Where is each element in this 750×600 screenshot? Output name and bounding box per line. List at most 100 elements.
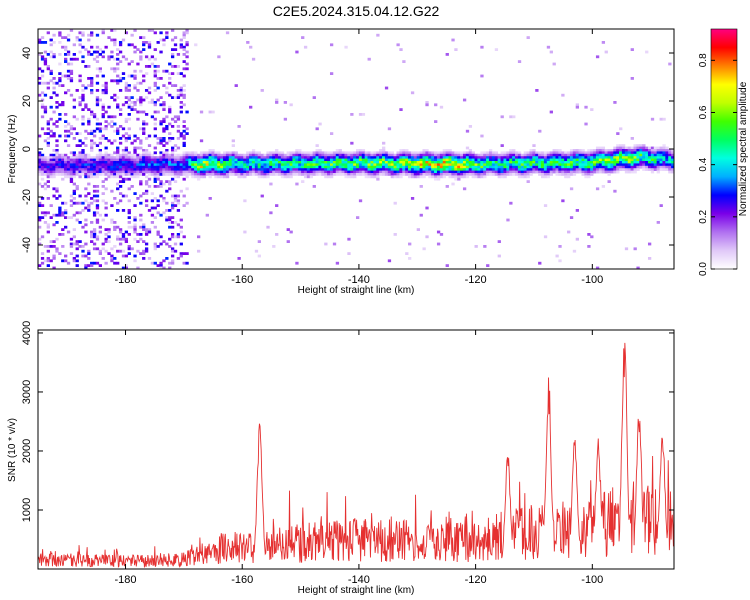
heatmap-cell xyxy=(306,151,311,155)
heatmap-cell xyxy=(75,201,79,205)
heatmap-cell xyxy=(104,86,108,90)
heatmap-cell xyxy=(211,173,215,176)
heatmap-cell xyxy=(64,36,68,39)
heatmap-cell xyxy=(87,182,91,186)
heatmap-cell xyxy=(280,165,285,169)
heatmap-cell xyxy=(182,141,186,145)
heatmap-cell xyxy=(491,165,496,169)
heatmap-cell xyxy=(422,173,426,176)
heatmap-cell xyxy=(61,153,65,157)
heatmap-cell xyxy=(182,53,186,56)
heatmap-cell xyxy=(46,31,50,35)
snr-y-tick-label: 4000 xyxy=(21,321,33,345)
heatmap-cell xyxy=(225,170,230,174)
heatmap-cell xyxy=(569,158,574,162)
heatmap-cell xyxy=(133,103,137,107)
heatmap-cell xyxy=(593,168,597,171)
heatmap-cell xyxy=(249,170,253,174)
heatmap-cell xyxy=(133,163,137,167)
heatmap-cell xyxy=(260,165,264,169)
heatmap-cell xyxy=(633,156,637,159)
heatmap-cell xyxy=(162,101,166,104)
heatmap-cell xyxy=(52,110,56,114)
heatmap-cell xyxy=(49,204,53,207)
heatmap-cell xyxy=(142,43,146,47)
heatmap-cell xyxy=(92,194,97,198)
heatmap-cell xyxy=(133,168,137,171)
heatmap-cell xyxy=(402,173,406,176)
heatmap-cell xyxy=(55,125,59,128)
heatmap-cell xyxy=(237,257,241,260)
heatmap-cell xyxy=(321,168,325,171)
heatmap-cell xyxy=(133,69,137,73)
heatmap-cell xyxy=(231,173,235,176)
heatmap-cell xyxy=(558,158,562,162)
heatmap-cell xyxy=(110,168,114,171)
heatmap-cell xyxy=(491,168,496,171)
heatmap-cell xyxy=(55,165,59,169)
heatmap-cell xyxy=(197,249,201,253)
heatmap-cell xyxy=(139,194,143,198)
heatmap-cell xyxy=(500,156,504,159)
heatmap-cell xyxy=(133,77,137,80)
heatmap-cell xyxy=(500,144,504,147)
heatmap-cell xyxy=(506,173,510,176)
heatmap-cell xyxy=(173,36,178,39)
heatmap-cell xyxy=(78,144,82,147)
heatmap-cell xyxy=(179,218,183,222)
heatmap-cell xyxy=(549,153,553,157)
heatmap-cell xyxy=(176,233,181,236)
heatmap-cell xyxy=(286,151,290,155)
heatmap-cell xyxy=(283,117,288,121)
heatmap-cell xyxy=(136,233,140,236)
heatmap-cell xyxy=(173,180,178,183)
heatmap-cell xyxy=(595,146,600,150)
heatmap-cell xyxy=(283,156,288,159)
heatmap-cell xyxy=(376,158,380,162)
heatmap-cell xyxy=(165,201,169,205)
heatmap-cell xyxy=(170,206,175,210)
colorbar-tick-label: 0.0 xyxy=(698,262,709,276)
heatmap-cell xyxy=(532,158,536,162)
heatmap-cell xyxy=(408,158,412,162)
heatmap-cell xyxy=(416,165,420,169)
heatmap-cell xyxy=(439,165,444,169)
heatmap-cell xyxy=(477,156,481,159)
heatmap-cell xyxy=(58,103,62,107)
heatmap-cell xyxy=(188,165,192,169)
heatmap-cell xyxy=(567,170,571,174)
heatmap-cell xyxy=(90,175,94,179)
heatmap-cell xyxy=(136,48,140,51)
heatmap-cell xyxy=(665,161,669,164)
heatmap-cell xyxy=(168,225,172,229)
heatmap-cell xyxy=(379,165,383,169)
heatmap-cell xyxy=(159,103,163,107)
heatmap-cell xyxy=(448,165,452,169)
heatmap-cell xyxy=(364,158,368,162)
heatmap-cell xyxy=(567,165,571,169)
heatmap-cell xyxy=(40,158,45,162)
heatmap-cell xyxy=(257,163,261,167)
heatmap-cell xyxy=(185,127,189,131)
heatmap-cell xyxy=(399,158,403,162)
heatmap-cell xyxy=(312,168,316,171)
heatmap-cell xyxy=(272,156,276,159)
heatmap-cell xyxy=(509,156,513,159)
heatmap-cell xyxy=(491,163,496,167)
heatmap-cell xyxy=(633,247,637,251)
heatmap-cell xyxy=(523,151,527,155)
heatmap-cell xyxy=(64,201,68,205)
heatmap-cell xyxy=(387,158,392,162)
heatmap-cell xyxy=(318,168,322,171)
heatmap-cell xyxy=(95,67,100,71)
heatmap-cell xyxy=(607,153,611,157)
heatmap-cell xyxy=(246,161,250,164)
heatmap-cell xyxy=(81,254,85,258)
heatmap-cell xyxy=(465,173,470,176)
heatmap-cell xyxy=(636,163,640,167)
heatmap-cell xyxy=(512,170,516,174)
heatmap-cell xyxy=(139,158,143,162)
heatmap-cell xyxy=(159,156,163,159)
heatmap-cell xyxy=(38,204,42,207)
heatmap-cell xyxy=(168,182,172,186)
